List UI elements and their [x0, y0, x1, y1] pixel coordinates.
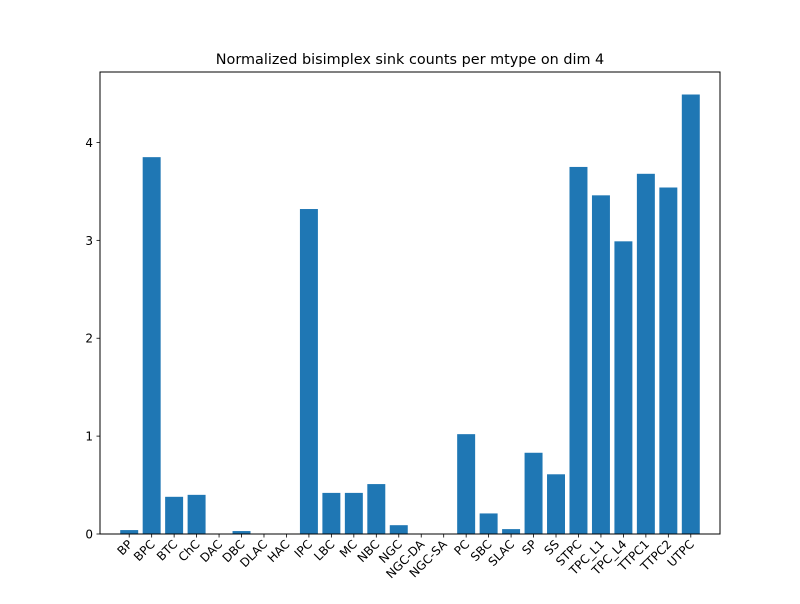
bar-TTPC2 — [659, 187, 678, 534]
bar-NBC — [367, 484, 386, 534]
y-tick-label: 0 — [85, 528, 93, 542]
y-tick-label: 2 — [85, 332, 93, 346]
bar-TTPC1 — [636, 173, 655, 535]
bar-PC — [457, 434, 476, 534]
bar-BPC — [142, 157, 161, 534]
bar-TPC_L1 — [591, 195, 610, 534]
bar-BP — [120, 530, 139, 534]
y-tick-label: 3 — [85, 234, 93, 248]
bar-MC — [344, 492, 363, 534]
y-tick-label: 1 — [85, 430, 93, 444]
bar-NGC — [389, 525, 408, 534]
bar-TPC_L4 — [614, 241, 633, 534]
bar-SP — [524, 452, 543, 534]
bars-layer — [120, 94, 700, 535]
bar-UTPC — [681, 94, 700, 534]
bar-BTC — [165, 496, 184, 534]
bar-ChC — [187, 494, 206, 534]
y-axis: 0 1 2 3 4 — [85, 136, 100, 542]
bar-SLAC — [502, 529, 521, 534]
bar-SS — [547, 474, 565, 534]
plot-area-frame — [99, 71, 721, 535]
bar-IPC — [299, 209, 318, 534]
bar-SBC — [479, 513, 498, 534]
bar-DBC — [232, 531, 251, 534]
y-tick-label: 4 — [85, 136, 93, 150]
bar-STPC — [569, 166, 588, 534]
bar-LBC — [322, 492, 341, 534]
chart-title: Normalized bisimplex sink counts per mty… — [216, 52, 604, 68]
